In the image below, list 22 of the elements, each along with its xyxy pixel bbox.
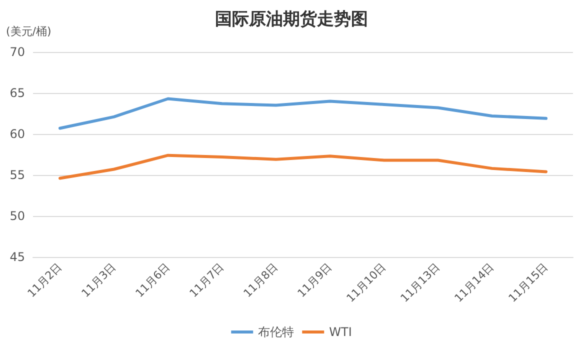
y-tick-label: 60 [10, 127, 25, 141]
x-tick-label: 11月2日 [25, 260, 65, 300]
x-tick-label: 11月8日 [241, 260, 281, 300]
y-tick-label: 65 [10, 86, 25, 100]
x-tick-label: 11月14日 [452, 260, 497, 305]
legend-label: WTI [329, 325, 352, 339]
x-tick-label: 11月3日 [79, 260, 119, 300]
line-series [58, 154, 548, 180]
x-tick-label: 11月6日 [133, 260, 173, 300]
legend-label: 布伦特 [258, 325, 294, 339]
x-tick-label: 11月9日 [295, 260, 335, 300]
x-tick-label: 11月7日 [187, 260, 227, 300]
y-tick-label: 70 [10, 45, 25, 59]
x-tick-label: 11月15日 [506, 260, 551, 305]
x-tick-label: 11月10日 [344, 260, 389, 305]
y-tick-label: 50 [10, 209, 25, 223]
y-axis-title: (美元/桶) [6, 25, 52, 38]
y-tick-label: 55 [10, 168, 25, 182]
x-tick-label: 11月13日 [398, 260, 443, 305]
chart-title: 国际原油期货走势图 [215, 10, 368, 30]
line-series [58, 97, 548, 130]
y-tick-label: 45 [10, 250, 25, 264]
